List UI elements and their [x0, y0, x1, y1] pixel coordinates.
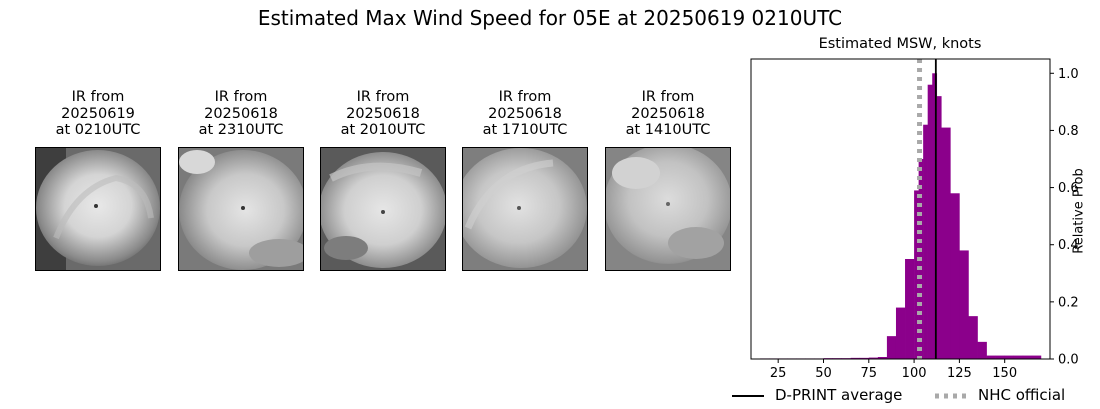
- histogram-bar: [1022, 355, 1033, 359]
- y-tick-label: 1.0: [1058, 67, 1079, 82]
- ir-title-date: 20250618: [631, 105, 705, 122]
- histogram-bar: [995, 355, 1005, 359]
- ir-title-date: 20250618: [346, 105, 420, 122]
- ir-satellite-image: [320, 147, 446, 271]
- ir-title-line: IR from: [498, 89, 552, 105]
- ir-title-time: at 1710UTC: [482, 122, 568, 138]
- histogram-bar: [895, 307, 906, 359]
- ir-satellite-image: [178, 147, 304, 271]
- y-tick-label: 0.6: [1058, 181, 1079, 196]
- histogram-bar: [977, 341, 987, 359]
- ir-title-line: IR from: [214, 89, 268, 105]
- ir-satellite-image: [35, 147, 161, 271]
- legend-swatch-nhc: [935, 393, 967, 399]
- ir-title-time: at 2010UTC: [340, 122, 426, 138]
- figure-title: Estimated Max Wind Speed for 05E at 2025…: [257, 6, 843, 30]
- ir-panel-title: IR from 20250619 at 0210UTC: [35, 89, 161, 141]
- histogram-bar: [859, 357, 870, 359]
- ir-panel-2: IR from 20250618 at 2310UTC: [178, 89, 304, 271]
- ir-panel-5: IR from 20250618 at 1410UTC: [605, 89, 731, 271]
- ir-panel-title: IR from 20250618 at 1710UTC: [462, 89, 588, 141]
- histogram-bar: [850, 357, 861, 359]
- histogram-bar: [932, 73, 938, 360]
- ir-panel-title: IR from 20250618 at 2310UTC: [178, 89, 304, 141]
- ir-panel-title: IR from 20250618 at 2010UTC: [320, 89, 446, 141]
- histogram-bar: [886, 336, 897, 359]
- histogram-bar: [1013, 355, 1024, 359]
- plot-frame: [750, 58, 1051, 360]
- x-tick-label: 25: [770, 366, 787, 381]
- ir-panel-1: IR from 20250619 at 0210UTC: [35, 89, 161, 271]
- legend-label-nhc: NHC official: [978, 386, 1066, 404]
- y-tick-label: 0.4: [1058, 238, 1079, 253]
- ir-satellite-image: [605, 147, 731, 271]
- ir-title-line: IR from: [641, 89, 695, 105]
- ir-title-time: at 1410UTC: [625, 122, 711, 138]
- y-tick-label: 0.8: [1058, 124, 1079, 139]
- histogram-bar: [986, 355, 996, 359]
- histogram-bar: [968, 316, 978, 359]
- histogram-bar: [959, 250, 969, 359]
- histogram-bar: [941, 127, 951, 359]
- histogram-bar: [914, 190, 919, 359]
- histogram-bar: [923, 124, 928, 359]
- ir-title-time: at 2310UTC: [198, 122, 284, 138]
- legend-swatch-dprint: [732, 395, 764, 397]
- x-tick-label: 125: [947, 366, 972, 381]
- histogram-bar: [877, 357, 888, 359]
- x-tick-label: 100: [902, 366, 927, 381]
- histogram-bar: [950, 193, 960, 359]
- histogram-bar: [927, 84, 933, 359]
- ir-panel-4: IR from 20250618 at 1710UTC: [462, 89, 588, 271]
- ir-title-date: 20250619: [61, 105, 135, 122]
- ir-panel-3: IR from 20250618 at 2010UTC: [320, 89, 446, 271]
- chart-legend: D-PRINT average NHC official: [730, 386, 1070, 408]
- y-tick-label: 0.2: [1058, 295, 1079, 310]
- histogram-bar: [936, 96, 942, 360]
- x-tick-label: 75: [861, 366, 878, 381]
- ir-title-date: 20250618: [204, 105, 278, 122]
- chart-title: Estimated MSW, knots: [818, 36, 982, 52]
- ir-title-date: 20250618: [488, 105, 562, 122]
- histogram-bar: [1031, 355, 1042, 359]
- y-axis-label: Relative Prob: [1071, 168, 1087, 254]
- ir-title-line: IR from: [356, 89, 410, 105]
- ir-title-line: IR from: [71, 89, 125, 105]
- histogram-bar: [868, 357, 879, 359]
- ir-satellite-image: [462, 147, 588, 271]
- ir-panel-title: IR from 20250618 at 1410UTC: [605, 89, 731, 141]
- histogram-bar: [905, 259, 915, 359]
- histogram-bar: [1004, 355, 1015, 359]
- ir-title-time: at 0210UTC: [55, 122, 141, 138]
- x-tick-label: 50: [815, 366, 832, 381]
- y-tick-label: 0.0: [1058, 353, 1079, 368]
- legend-label-dprint: D-PRINT average: [775, 386, 903, 404]
- x-tick-label: 150: [992, 366, 1017, 381]
